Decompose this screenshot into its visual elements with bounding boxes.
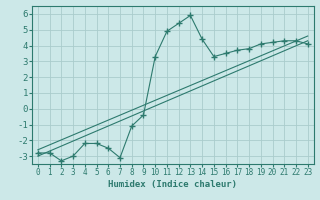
X-axis label: Humidex (Indice chaleur): Humidex (Indice chaleur) <box>108 180 237 189</box>
